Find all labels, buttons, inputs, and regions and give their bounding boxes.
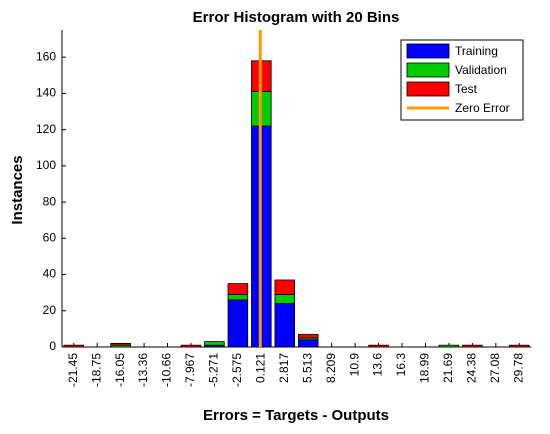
bar-segment — [368, 344, 389, 348]
x-tick-label: -18.75 — [89, 353, 103, 387]
bar-segment — [274, 294, 296, 304]
x-tick-label: -16.05 — [113, 353, 127, 387]
y-tick-label: 60 — [43, 230, 57, 244]
bar-segment — [227, 283, 249, 295]
x-tick-label: 10.9 — [347, 353, 361, 377]
x-tick-label: 21.69 — [441, 353, 455, 383]
bar-segment — [509, 344, 530, 348]
x-tick-label: 0.121 — [253, 353, 267, 383]
x-axis-label: Errors = Targets - Outputs — [203, 407, 389, 424]
x-tick-label: 2.817 — [277, 353, 291, 383]
x-tick-label: -2.575 — [230, 353, 244, 387]
x-tick-label: -10.66 — [160, 353, 174, 387]
bar-segment — [227, 299, 249, 348]
y-tick-label: 40 — [43, 267, 57, 281]
x-tick-label: -5.271 — [207, 353, 221, 387]
bar-segment — [462, 344, 483, 348]
legend-swatch — [406, 62, 450, 78]
legend-swatch — [406, 43, 450, 59]
y-tick-label: 160 — [36, 49, 56, 63]
bar-segment — [274, 279, 296, 295]
x-tick-label: 13.6 — [371, 353, 385, 377]
y-tick-label: 140 — [36, 86, 56, 100]
bar-segment — [297, 339, 319, 348]
x-tick-label: 18.99 — [418, 353, 432, 383]
legend-label: Test — [455, 82, 478, 96]
legend-label: Validation — [455, 63, 507, 77]
y-tick-label: 120 — [36, 122, 56, 136]
bar-segment — [110, 342, 131, 346]
x-tick-label: 27.08 — [488, 353, 502, 383]
bar-segment — [180, 344, 202, 348]
bar-segment — [204, 341, 225, 346]
y-tick-label: 0 — [49, 339, 56, 353]
bar-segment — [438, 344, 460, 348]
bar-segment — [227, 294, 249, 301]
x-tick-label: 5.513 — [300, 353, 314, 383]
bar-segment — [274, 303, 296, 348]
y-axis-label: Instances — [9, 155, 26, 224]
x-tick-label: -21.45 — [66, 353, 80, 387]
chart-title: Error Histogram with 20 Bins — [193, 9, 400, 26]
y-tick-label: 20 — [43, 303, 57, 317]
bar-segment — [297, 333, 319, 339]
y-tick-label: 100 — [36, 158, 56, 172]
bar-segment — [63, 344, 84, 348]
legend-label: Zero Error — [455, 101, 510, 115]
y-tick-label: 80 — [43, 194, 57, 208]
x-tick-label: -7.967 — [183, 353, 197, 387]
x-tick-label: 24.38 — [465, 353, 479, 383]
x-tick-label: 8.209 — [324, 353, 338, 383]
legend-swatch — [406, 81, 450, 97]
legend-label: Training — [455, 44, 498, 58]
x-tick-label: 29.78 — [511, 353, 525, 383]
x-tick-label: 16.3 — [394, 353, 408, 377]
x-tick-label: -13.36 — [136, 353, 150, 387]
